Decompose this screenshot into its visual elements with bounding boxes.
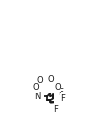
Text: F: F bbox=[58, 88, 63, 97]
Text: F: F bbox=[60, 94, 65, 103]
Text: N: N bbox=[35, 92, 41, 101]
Text: O: O bbox=[37, 76, 43, 85]
Text: O: O bbox=[48, 75, 54, 84]
Text: O: O bbox=[32, 83, 39, 92]
Text: O: O bbox=[54, 83, 61, 92]
Text: F: F bbox=[53, 105, 58, 114]
